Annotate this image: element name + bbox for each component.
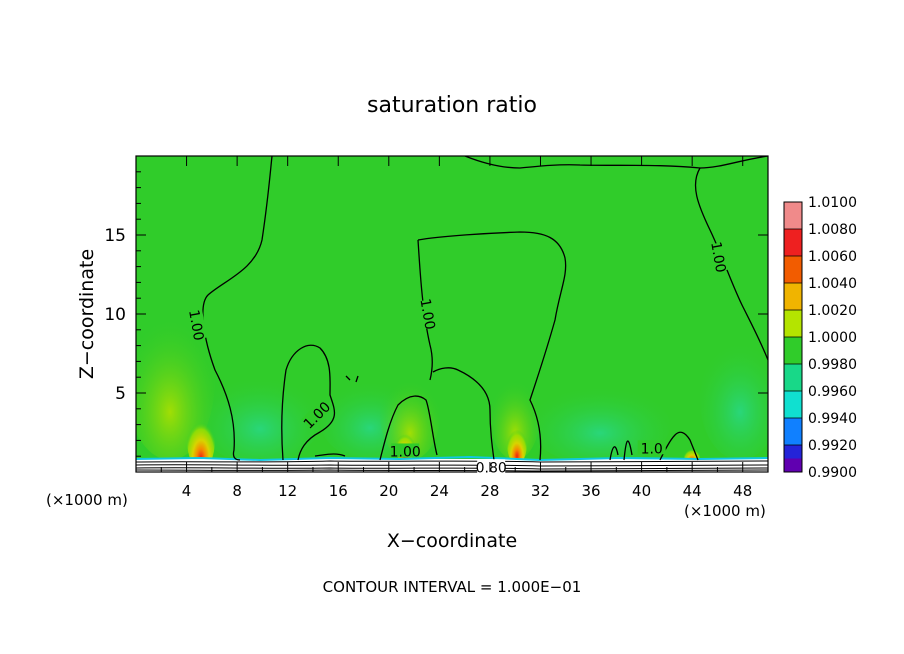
y-tick-label: 10: [104, 305, 126, 325]
colorbar: 1.0100 1.0080 1.0060 1.0040 1.0020 1.0000 0.99…: [783, 195, 857, 481]
field-cool-region: [200, 375, 320, 465]
contour-label-bg: [710, 241, 730, 272]
field-hotspot: [187, 410, 215, 470]
colorbar-label: 0.9960: [808, 384, 857, 400]
x-axis-label: X−coordinate: [387, 530, 517, 552]
contour-label: 0.80: [476, 460, 507, 476]
x-tick-label: 28: [480, 482, 499, 500]
colorbar-label: 1.0020: [808, 303, 857, 319]
colorbar-label: 1.0080: [808, 222, 857, 238]
colorbar-segment: [784, 256, 802, 283]
x-tick-label: 36: [581, 482, 600, 500]
colorbar-segment: [784, 229, 802, 256]
colorbar-label: 0.9900: [808, 465, 857, 481]
colorbar-label: 1.0060: [808, 249, 857, 265]
contour-label-bg: [477, 459, 506, 474]
colorbar-segment: [784, 337, 802, 364]
contour-label-bg: [637, 440, 666, 455]
colorbar-segment: [784, 202, 802, 229]
colorbar-label: 1.0100: [808, 195, 857, 211]
contour-label-bg: [391, 443, 420, 458]
contour-label: 1.00: [416, 297, 437, 330]
field-warm-region: [380, 370, 440, 460]
contour-label: 1.0: [641, 441, 663, 457]
y-tick-label: 5: [115, 384, 126, 404]
colorbar-label: 0.9940: [808, 411, 857, 427]
colorbar-label: 1.0040: [808, 276, 857, 292]
x-tick-label: 44: [683, 482, 702, 500]
colorbar-segment: [784, 364, 802, 391]
colorbar-segment: [784, 458, 802, 472]
colorbar-segment: [784, 310, 802, 337]
x-tick-label: 20: [379, 482, 398, 500]
plot-area: [136, 156, 768, 472]
field-warm-region: [490, 370, 540, 460]
colorbar-segment: [784, 418, 802, 445]
x-tick-label: 40: [632, 482, 651, 500]
y-tick-label: 15: [104, 226, 126, 246]
colorbar-label: 0.9980: [808, 357, 857, 373]
y-axis-ticks: 5 10 15: [104, 171, 768, 457]
y-axis-label: Z−coordinate: [76, 249, 98, 379]
x-tick-label: 12: [278, 482, 297, 500]
x-tick-label: 16: [329, 482, 348, 500]
chart-title: saturation ratio: [367, 93, 537, 118]
field-hotspot: [507, 421, 527, 465]
x-axis-ticks: 4 8 12 16 20 24 28 32 36 40 44 48: [160, 156, 752, 500]
colorbar-segment: [784, 391, 802, 418]
x-tick-label: 32: [531, 482, 550, 500]
colorbar-label: 0.9920: [808, 438, 857, 454]
field-cool-region: [530, 385, 670, 465]
contour-interval-note: CONTOUR INTERVAL = 1.000E−01: [323, 578, 582, 596]
surface-cyan-edge: [136, 455, 768, 462]
colorbar-segment: [784, 283, 802, 310]
x-axis-unit-right: (×1000 m): [684, 502, 766, 520]
x-tick-label: 24: [430, 482, 449, 500]
colorbar-label: 1.0000: [808, 330, 857, 346]
x-tick-label: 48: [733, 482, 752, 500]
contour-label-bg: [419, 298, 439, 329]
x-tick-label: 4: [182, 482, 192, 500]
contour-label: 1.00: [185, 308, 206, 341]
contour-label: 1.00: [390, 444, 421, 460]
contour-label: 1.00: [707, 241, 728, 274]
contour-label-bg: [301, 399, 331, 430]
x-tick-label: 8: [232, 482, 242, 500]
x-axis-unit-left: (×1000 m): [46, 491, 128, 509]
field-cool-region: [700, 340, 768, 460]
contour-label-bg: [188, 309, 207, 340]
